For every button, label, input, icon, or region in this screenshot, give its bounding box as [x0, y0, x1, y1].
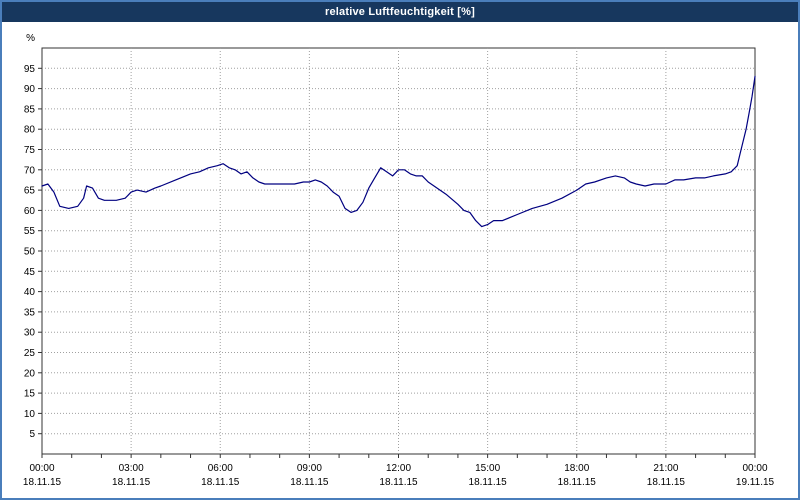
x-tick-date-label: 18.11.15 — [112, 477, 151, 488]
x-tick-time-label: 00:00 — [29, 463, 54, 474]
title-bar: relative Luftfeuchtigkeit [%] — [2, 2, 798, 22]
y-tick-label: 75 — [24, 145, 36, 156]
y-tick-label: 50 — [24, 247, 36, 258]
x-tick-date-label: 19.11.15 — [736, 477, 775, 488]
y-tick-label: 85 — [24, 104, 36, 115]
window-title: relative Luftfeuchtigkeit [%] — [324, 6, 476, 18]
humidity-series-line — [41, 75, 756, 228]
y-tick-label: 65 — [24, 186, 36, 197]
y-tick-label: 35 — [24, 307, 36, 318]
x-tick-date-label: 18.11.15 — [23, 477, 62, 488]
x-tick-time-label: 18:00 — [564, 463, 589, 474]
x-tick-date-label: 18.11.15 — [647, 477, 686, 488]
y-tick-label: 80 — [24, 125, 36, 136]
y-tick-label: 90 — [24, 84, 36, 95]
y-tick-label: 95 — [24, 64, 36, 75]
x-tick-time-label: 09:00 — [297, 463, 322, 474]
y-tick-label: 5 — [29, 429, 35, 440]
x-tick-date-label: 18.11.15 — [469, 477, 508, 488]
y-tick-label: 20 — [24, 368, 36, 379]
x-tick-time-label: 12:00 — [386, 463, 411, 474]
y-tick-label: 25 — [24, 348, 36, 359]
x-tick-time-label: 00:00 — [742, 463, 767, 474]
x-tick-time-label: 15:00 — [475, 463, 500, 474]
x-tick-date-label: 18.11.15 — [558, 477, 597, 488]
x-tick-time-label: 21:00 — [653, 463, 678, 474]
x-tick-time-label: 03:00 — [119, 463, 144, 474]
humidity-line-chart: 5 10 15 20 25 30 35 40 45 50 55 60 65 70 75 80 85 90 95% 00… — [2, 22, 798, 498]
y-tick-label: 45 — [24, 267, 36, 278]
y-tick-label: 70 — [24, 165, 36, 176]
y-tick-label: 55 — [24, 226, 36, 237]
y-axis-unit-label: % — [26, 33, 35, 44]
y-tick-label: 15 — [24, 389, 36, 400]
y-tick-label: 10 — [24, 409, 36, 420]
y-tick-label: 30 — [24, 328, 36, 339]
x-tick-date-label: 18.11.15 — [290, 477, 329, 488]
y-tick-label: 40 — [24, 287, 36, 298]
x-tick-date-label: 18.11.15 — [201, 477, 240, 488]
x-tick-date-label: 18.11.15 — [379, 477, 418, 488]
y-tick-label: 60 — [24, 206, 36, 217]
x-tick-time-label: 06:00 — [208, 463, 233, 474]
